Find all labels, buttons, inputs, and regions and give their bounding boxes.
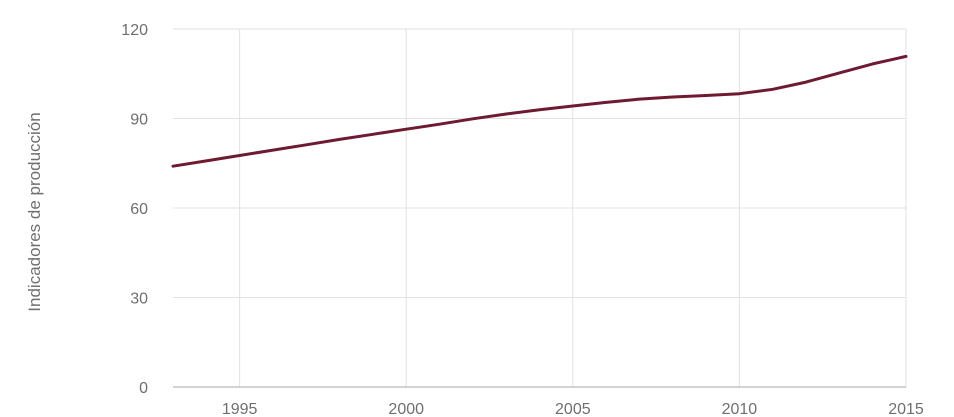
x-tick-label: 2010 — [722, 401, 758, 417]
x-tick-label: 2005 — [555, 401, 591, 417]
y-axis-label: Indicadores de producción — [25, 112, 44, 311]
y-tick-label: 30 — [130, 291, 148, 308]
grid — [173, 28, 907, 388]
series-line — [171, 54, 908, 168]
x-axis-ticks: 1995 2000 2005 2010 2015 — [222, 401, 924, 417]
y-axis-ticks: 0 30 60 90 120 — [121, 22, 148, 397]
x-tick-label: 2015 — [888, 401, 924, 417]
series-layer — [171, 54, 908, 168]
y-tick-label: 0 — [139, 380, 148, 397]
x-tick-label: 2000 — [388, 401, 424, 417]
y-tick-label: 120 — [121, 22, 148, 39]
y-tick-label: 60 — [130, 201, 148, 218]
y-tick-label: 90 — [130, 112, 148, 129]
x-tick-label: 1995 — [222, 401, 258, 417]
